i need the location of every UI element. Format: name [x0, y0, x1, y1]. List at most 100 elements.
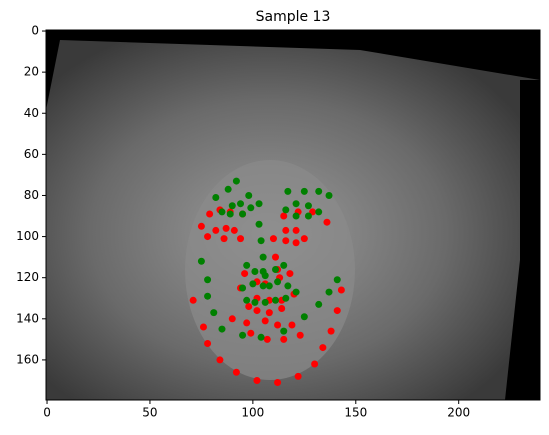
point [292, 200, 300, 208]
image-border [505, 80, 540, 400]
point [325, 191, 333, 199]
point [204, 233, 212, 241]
point [280, 327, 288, 335]
y-tick-label: 0 [31, 24, 39, 38]
point [204, 292, 212, 300]
point [280, 212, 288, 220]
x-tick-label: 100 [241, 406, 264, 420]
point [288, 321, 296, 329]
point [206, 210, 214, 218]
point [272, 296, 280, 304]
point [259, 253, 267, 261]
y-tick-label: 20 [24, 65, 39, 79]
point [296, 331, 304, 339]
point [253, 376, 261, 384]
image-border [46, 30, 540, 110]
point [323, 218, 331, 226]
point [189, 296, 197, 304]
point [274, 321, 282, 329]
point [280, 335, 288, 343]
point [265, 282, 273, 290]
point [311, 360, 319, 368]
point [212, 194, 220, 202]
axes-frame [45, 29, 541, 401]
point [237, 235, 245, 243]
point [292, 288, 300, 296]
x-tick-label: 200 [447, 406, 470, 420]
point [197, 257, 205, 265]
point [239, 284, 247, 292]
point [265, 309, 273, 317]
point [199, 323, 207, 331]
point [286, 270, 294, 278]
point [251, 268, 259, 276]
point [315, 300, 323, 308]
point [292, 226, 300, 234]
point [239, 331, 247, 339]
point [243, 296, 251, 304]
point [261, 317, 269, 325]
point [272, 265, 280, 273]
point [247, 204, 255, 212]
point [257, 333, 265, 341]
point [204, 339, 212, 347]
point [243, 319, 251, 327]
point [228, 315, 236, 323]
point [315, 208, 323, 216]
x-tick-label: 150 [344, 406, 367, 420]
point [245, 191, 253, 199]
point [224, 185, 232, 193]
point [282, 206, 290, 214]
y-tick-label: 140 [16, 311, 39, 325]
point [226, 210, 234, 218]
point [204, 276, 212, 284]
point [257, 237, 265, 245]
point [337, 286, 345, 294]
point [333, 276, 341, 284]
point [218, 208, 226, 216]
point [300, 235, 308, 243]
y-tick-label: 120 [16, 270, 39, 284]
point [292, 239, 300, 247]
point [220, 235, 228, 243]
point [261, 272, 269, 280]
y-tick-label: 60 [24, 147, 39, 161]
point [327, 327, 335, 335]
point [255, 200, 263, 208]
point [237, 200, 245, 208]
point [304, 212, 312, 220]
y-tick-label: 100 [16, 229, 39, 243]
point [253, 307, 261, 315]
point [325, 288, 333, 296]
point [249, 280, 257, 288]
point [216, 356, 224, 364]
point [232, 177, 240, 185]
point [241, 270, 249, 278]
point [269, 235, 277, 243]
point [230, 226, 238, 234]
point [247, 329, 255, 337]
point [282, 294, 290, 302]
point [294, 372, 302, 380]
point [282, 237, 290, 245]
point [245, 302, 253, 310]
point [333, 307, 341, 315]
point [251, 298, 259, 306]
point [304, 202, 312, 210]
x-tick-label: 50 [142, 406, 157, 420]
point [232, 368, 240, 376]
point [319, 344, 327, 352]
point [243, 261, 251, 269]
point [272, 253, 280, 261]
x-tick-label: 0 [43, 406, 51, 420]
point [263, 335, 271, 343]
point [284, 187, 292, 195]
point [259, 282, 267, 290]
point [292, 212, 300, 220]
point [212, 226, 220, 234]
point [239, 210, 247, 218]
point [218, 325, 226, 333]
point [197, 222, 205, 230]
